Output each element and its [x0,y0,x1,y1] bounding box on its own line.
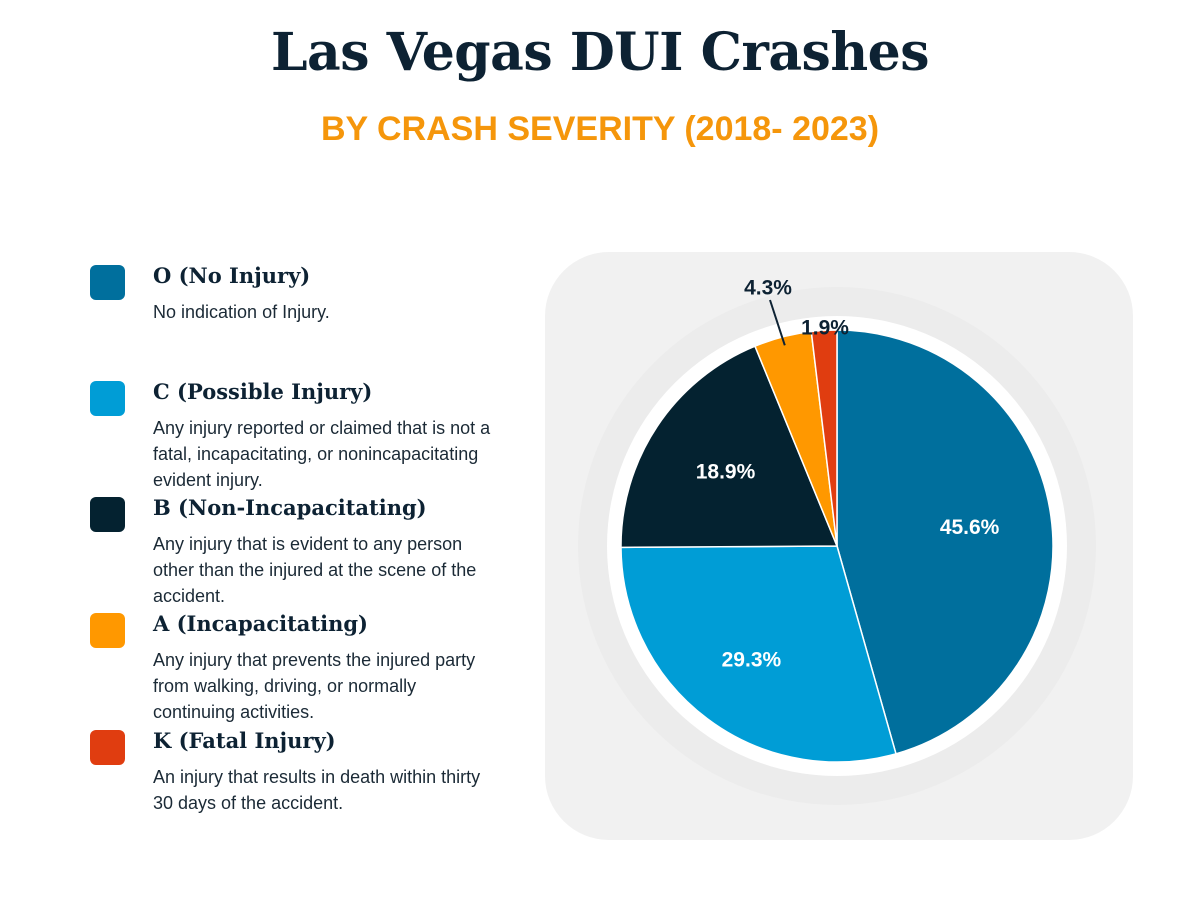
pie-slice-o-no-injury [836,329,1054,755]
pie-label-b-non-incapacitating: 18.9% [696,460,756,483]
legend-desc-possible-injury: Any injury reported or claimed that is n… [153,418,491,490]
pie-slice-c-possible-injury [620,545,897,763]
legend-swatch-possible-injury [90,381,125,416]
pie-label-c-possible-injury: 29.3% [722,649,782,672]
pie-labels: 45.6% 29.3% 18.9% 4.3% 1.9% [696,277,1000,672]
legend-desc-no-injury: No indication of Injury. [153,302,330,322]
pie-label-k-fatal-injury: 1.9% [801,317,849,340]
legend-swatch-no-injury [90,265,125,300]
pie-label-o-no-injury: 45.6% [940,516,1000,539]
legend-label-possible-injury: C (Possible Injury) [153,379,373,404]
legend-desc-non-incapacitating: Any injury that is evident to any person… [153,534,477,606]
pie-label-a-incapacitating: 4.3% [744,277,792,300]
legend-label-no-injury: O (No Injury) [153,263,311,288]
legend-swatch-non-incapacitating [90,497,125,532]
legend-label-incapacitating: A (Incapacitating) [153,611,368,636]
legend-desc-incapacitating: Any injury that prevents the injured par… [153,650,476,722]
pie-slices [620,329,1054,763]
legend-swatch-fatal-injury [90,730,125,765]
chart-title: Las Vegas DUI Crashes [270,22,930,83]
pie-slice-b-non-incapacitating [620,345,839,549]
legend-label-fatal-injury: K (Fatal Injury) [153,728,336,753]
pie-slice-k-fatal-injury [810,329,838,547]
legend-label-non-incapacitating: B (Non-Incapacitating) [153,495,427,520]
chart-subtitle: BY CRASH SEVERITY (2018- 2023) [320,110,880,148]
legend-desc-fatal-injury: An injury that results in death within t… [153,767,481,813]
pie-leader-a-incapacitating [769,299,786,346]
legend-swatch-incapacitating [90,613,125,648]
